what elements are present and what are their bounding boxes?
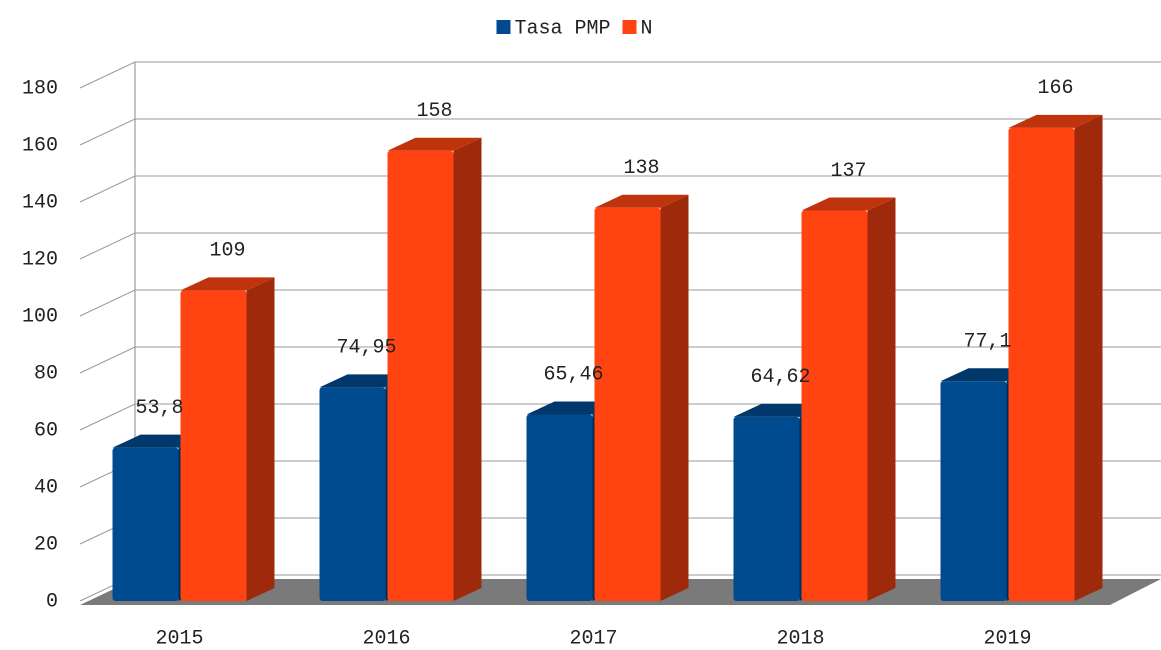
value-label: 64,62 xyxy=(750,366,810,389)
y-tick-label: 40 xyxy=(34,476,58,499)
y-tick-label: 160 xyxy=(22,134,58,157)
bar-front xyxy=(801,210,868,602)
legend-label: N xyxy=(641,17,653,40)
value-label: 65,46 xyxy=(543,364,603,387)
y-tick-label: 60 xyxy=(34,419,58,442)
x-tick-label: 2018 xyxy=(776,627,824,650)
x-tick-label: 2017 xyxy=(569,627,617,650)
grid-line xyxy=(79,118,1161,146)
bar-side xyxy=(246,277,275,601)
value-label: 137 xyxy=(830,160,866,183)
value-label: 166 xyxy=(1037,77,1073,100)
y-tick-label: 120 xyxy=(22,248,58,271)
x-tick-label: 2015 xyxy=(155,627,203,650)
bar-side xyxy=(1074,114,1103,602)
bar xyxy=(1008,114,1103,602)
x-tick-label: 2016 xyxy=(362,627,410,650)
labels: 2015 53,8 109 2016 74,95 158 2017 65,46 138 2018 6… xyxy=(135,77,1073,650)
y-tick-label: 0 xyxy=(46,590,58,613)
bar-top xyxy=(180,277,275,291)
bars xyxy=(112,114,1103,602)
bar-front xyxy=(387,150,454,601)
bar-front xyxy=(180,290,247,601)
x-tick-label: 2019 xyxy=(983,627,1031,650)
bar-top xyxy=(1008,114,1103,128)
bar-side xyxy=(453,137,482,601)
value-label: 53,8 xyxy=(135,397,183,420)
legend-label: Tasa PMP xyxy=(514,17,610,40)
grid: 0 20 40 60 80 100 120 140 160 180 xyxy=(22,61,1161,613)
bar-front xyxy=(526,414,593,601)
bar-top xyxy=(801,197,896,211)
y-tick-label: 20 xyxy=(34,533,58,556)
y-tick-label: 180 xyxy=(22,77,58,100)
bar-top xyxy=(387,137,482,151)
bar-front xyxy=(940,381,1007,601)
legend: Tasa PMP N xyxy=(496,17,653,40)
bar-front xyxy=(319,387,386,601)
bar-front xyxy=(733,416,800,601)
value-label: 109 xyxy=(209,240,245,263)
legend-swatch xyxy=(496,20,511,34)
legend-swatch xyxy=(622,20,637,34)
grid-line xyxy=(79,175,1161,203)
bar-side xyxy=(660,194,689,601)
value-label: 138 xyxy=(623,157,659,180)
bar xyxy=(387,137,482,601)
bar-front xyxy=(112,447,179,601)
y-tick-label: 80 xyxy=(34,362,58,385)
y-tick-label: 140 xyxy=(22,191,58,214)
value-label: 158 xyxy=(416,100,452,123)
bar xyxy=(180,277,275,601)
y-tick-label: 100 xyxy=(22,305,58,328)
bar-top xyxy=(594,194,689,208)
bar xyxy=(801,197,896,602)
bar-front xyxy=(594,207,661,601)
bar xyxy=(594,194,689,601)
value-label: 77,1 xyxy=(963,331,1011,354)
bar-front xyxy=(1008,127,1075,602)
bar-side xyxy=(867,197,896,602)
value-label: 74,95 xyxy=(336,337,396,360)
grid-line xyxy=(79,61,1161,89)
